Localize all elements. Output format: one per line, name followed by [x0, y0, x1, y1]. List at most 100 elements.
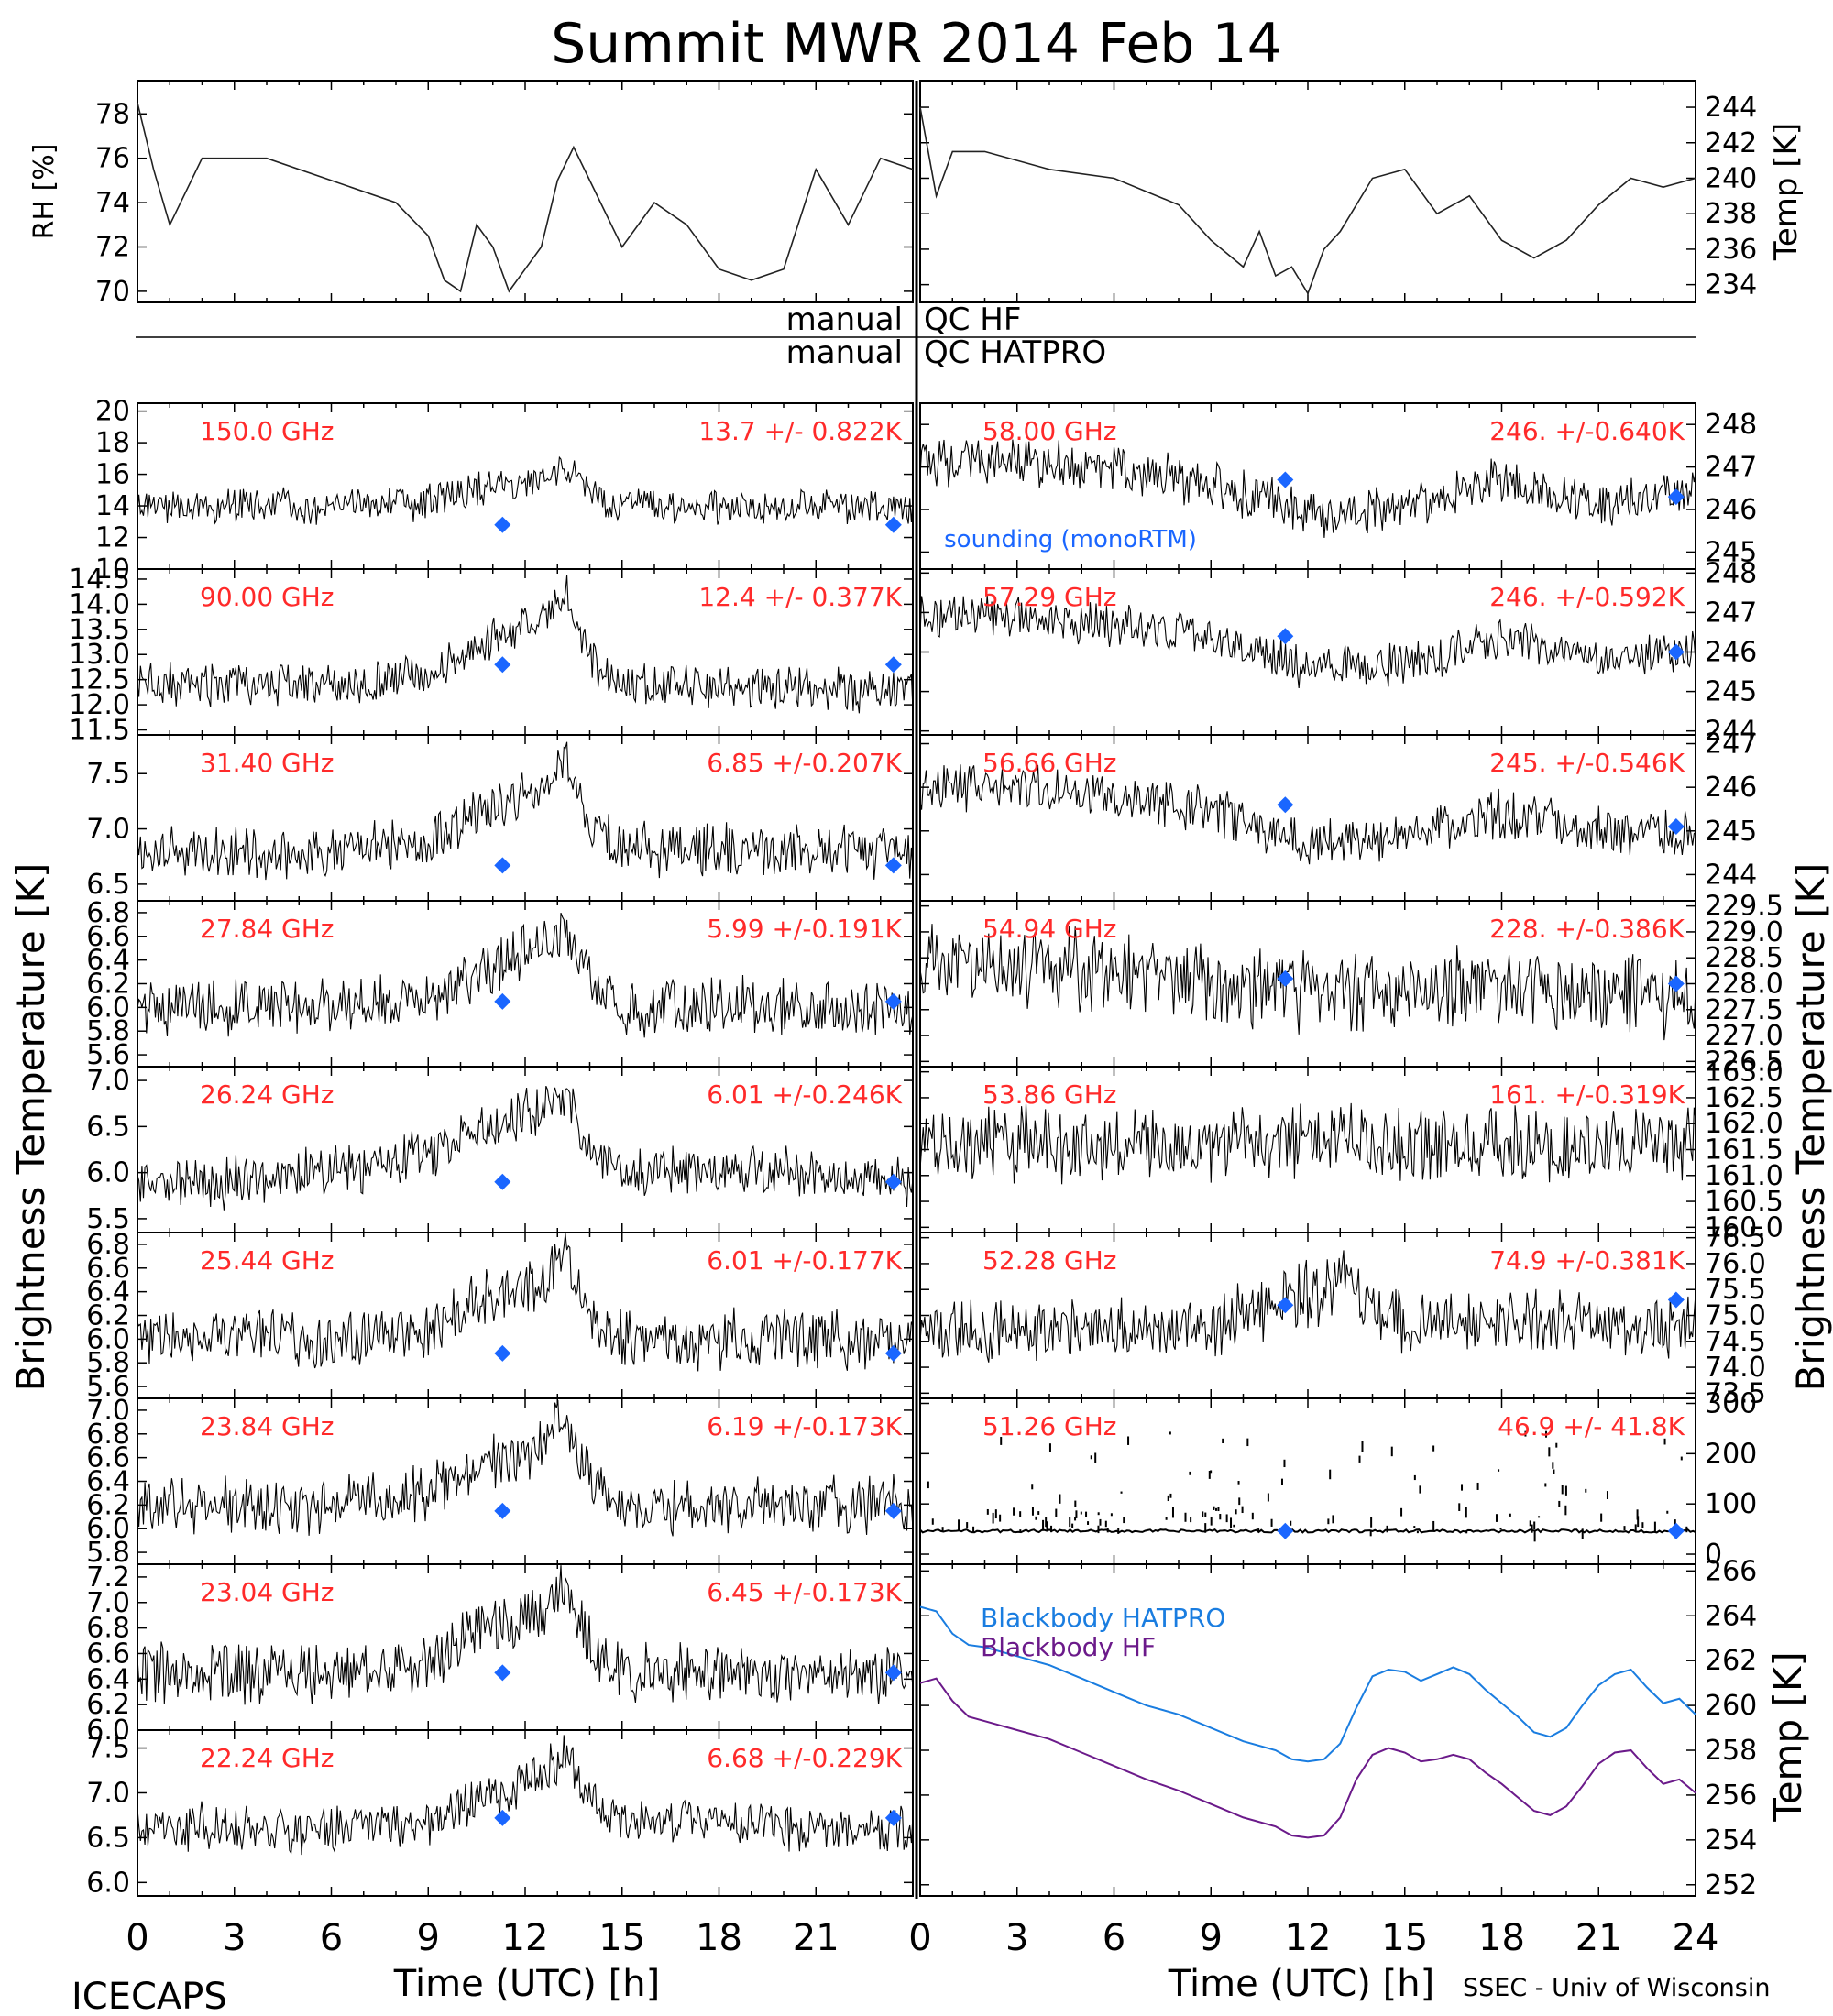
left-xtick-label: 3 [223, 1917, 246, 1959]
ch23_84-ytick-label: 7.0 [86, 1395, 130, 1427]
rh-series-0 [137, 103, 914, 293]
temp-series-0 [919, 106, 1696, 296]
ch54-ytick-label: 228.0 [1705, 969, 1784, 1001]
left-xtick-label: 9 [417, 1917, 440, 1959]
ch27-ytick-label: 6.2 [86, 969, 130, 1001]
ch31-sounding-marker [884, 857, 902, 874]
ch23_84-ytick-label: 6.6 [86, 1442, 130, 1474]
ch51-outlier-point [1581, 1528, 1584, 1539]
ch51-outlier-point [1071, 1523, 1074, 1528]
ch51-outlier-point [1171, 1507, 1174, 1518]
ch51-outlier-point [1090, 1455, 1092, 1460]
ch51-outlier-point [1432, 1445, 1435, 1452]
qc-hatpro-label-right: QC HATPRO [924, 334, 1106, 371]
blackbody-series-1 [919, 1677, 1696, 1839]
ch51-outlier-point [958, 1519, 960, 1530]
ch53-ytick-label: 160.0 [1705, 1211, 1784, 1244]
ch51-outlier-point [1553, 1469, 1555, 1474]
ch27-ytick-label: 6.8 [86, 897, 130, 929]
left-xtick-label: 21 [793, 1917, 840, 1959]
ch150-frequency-label: 150.0 GHz [200, 416, 335, 446]
ch51-outlier-point [1509, 1513, 1511, 1517]
ch51-outlier-point [1169, 1493, 1172, 1498]
ch51-outlier-point [1233, 1524, 1235, 1528]
ch51-outlier-point [1075, 1510, 1078, 1518]
right-xtick-label: 6 [1103, 1917, 1125, 1959]
ch51-outlier-point [1106, 1528, 1109, 1533]
ch51-outlier-point [1225, 1514, 1228, 1523]
ch25-ytick-label: 6.0 [86, 1323, 130, 1355]
ch25-ytick-label: 5.6 [86, 1371, 130, 1403]
ch51-outlier-point [1555, 1442, 1558, 1448]
temp-ytick-label: 244 [1705, 92, 1757, 124]
ch52-sounding-marker [1277, 1297, 1294, 1314]
ch51-panel: 0 100 200 300 51.26 GHz 46.9 +/- 41.8K [919, 1387, 1757, 1571]
ch51-outlier-point [1653, 1521, 1656, 1532]
ch57-frequency-label: 57.29 GHz [982, 582, 1117, 612]
ch51-outlier-point [1165, 1517, 1168, 1520]
ch51-outlier-point [1097, 1512, 1100, 1516]
ch53-ytick-label: 161.0 [1705, 1160, 1784, 1192]
left-ylabel: Brightness Temperature [K] [8, 863, 53, 1392]
right-xtick-label: 0 [908, 1917, 931, 1959]
footer-left: ICECAPS [71, 1976, 227, 2016]
ch51-outlier-point [1548, 1447, 1551, 1457]
ch51-outlier-point [1370, 1517, 1373, 1528]
ch51-outlier-point [1120, 1491, 1123, 1494]
ch54-ytick-label: 226.5 [1705, 1046, 1784, 1078]
blackbody-ytick-label: 260 [1705, 1690, 1757, 1722]
ch51-outlier-point [1558, 1500, 1561, 1507]
ch53-ytick-label: 162.0 [1705, 1108, 1784, 1140]
ch51-outlier-point [1117, 1528, 1120, 1534]
ch51-outlier-point [1251, 1512, 1254, 1520]
ch51-outlier-point [1031, 1484, 1034, 1490]
ch53-ytick-label: 161.5 [1705, 1134, 1784, 1167]
ch51-outlier-point [1400, 1507, 1403, 1517]
ch57-panel: 244 245 246 247 248 57.29 GHz 246. +/-0.592K [919, 557, 1757, 748]
ch51-outlier-point [1432, 1520, 1435, 1531]
ch150-stat-label: 13.7 +/- 0.822K [698, 416, 902, 446]
ch54-trace [919, 924, 1696, 1041]
rh-ytick-label: 78 [95, 98, 130, 130]
ch51-outlier-point [1413, 1526, 1416, 1528]
blackbody-ytick-label: 258 [1705, 1735, 1757, 1767]
ch51-outlier-point [1270, 1518, 1273, 1527]
ch53-stat-label: 161. +/-0.319K [1489, 1079, 1685, 1110]
ch54-stat-label: 228. +/-0.386K [1489, 914, 1685, 944]
ch51-outlier-point [1329, 1469, 1332, 1480]
ch51-stat-label: 46.9 +/- 41.8K [1498, 1411, 1685, 1441]
ch51-outlier-point [1623, 1526, 1626, 1531]
ch51-outlier-point [1059, 1494, 1061, 1504]
ch90-frequency-label: 90.00 GHz [200, 582, 335, 612]
ch90-stat-label: 12.4 +/- 0.377K [698, 582, 902, 612]
ch26-sounding-marker [884, 1173, 902, 1190]
ch57-ytick-label: 248 [1705, 557, 1757, 589]
ch23_04-stat-label: 6.45 +/-0.173K [707, 1577, 902, 1607]
rh-ytick-label: 72 [95, 232, 130, 264]
ch52-panel: 73.574.074.575.075.576.076.5 52.28 GHz 74.… [919, 1222, 1766, 1409]
ch51-outlier-point [1358, 1455, 1361, 1463]
ch25-panel: 5.65.86.06.26.46.66.8 25.44 GHz 6.01 +/-0.… [86, 1229, 914, 1403]
ch150-ytick-label: 18 [95, 427, 130, 459]
blackbody-panel: 252 254 256 258 260 262 264 266 [919, 1555, 1757, 1901]
ch27-stat-label: 5.99 +/-0.191K [707, 914, 902, 944]
ch51-outlier-point [1110, 1513, 1113, 1517]
ch31-ytick-label: 7.0 [86, 814, 130, 846]
ch58-sounding-marker [1277, 471, 1294, 488]
ch51-outlier-point [1085, 1511, 1088, 1517]
right-xtick-label: 15 [1381, 1917, 1428, 1959]
ch26-stat-label: 6.01 +/-0.246K [707, 1079, 902, 1110]
ch51-outlier-point [1280, 1478, 1283, 1485]
ch51-outlier-point [1458, 1503, 1461, 1511]
ch51-outlier-point [1267, 1493, 1269, 1502]
left-xtick-label: 12 [502, 1917, 549, 1959]
ch57-ytick-label: 244 [1705, 716, 1757, 748]
xlabel-right: Time (UTC) [h] [1168, 1963, 1434, 2005]
ch22-ytick-label: 6.0 [86, 1867, 130, 1899]
ch22-ytick-label: 7.5 [86, 1733, 130, 1765]
ch27-panel: 5.65.86.06.26.46.66.8 27.84 GHz 5.99 +/-0.… [86, 897, 914, 1071]
ch51-outlier-point [1419, 1485, 1421, 1494]
ch90-ytick-label: 12.5 [69, 664, 130, 696]
ch51-outlier-point [1214, 1507, 1217, 1511]
ch52-sounding-marker [1667, 1291, 1685, 1309]
